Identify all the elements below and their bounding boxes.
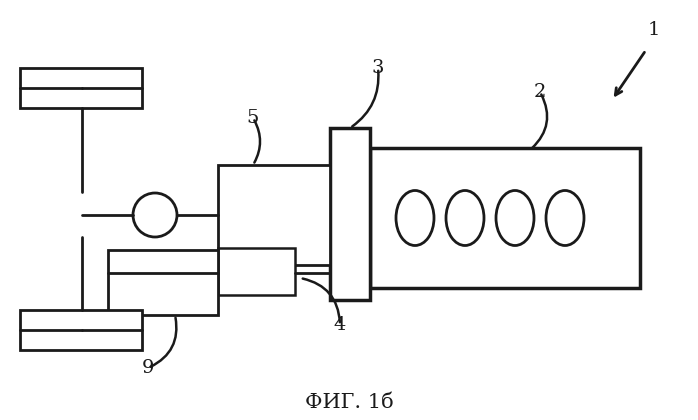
Text: 9: 9 [142, 359, 154, 377]
Bar [20, 68, 142, 108]
Text: 1: 1 [648, 21, 660, 39]
Ellipse shape [396, 191, 434, 246]
Text: 5: 5 [247, 109, 259, 127]
Text: 3: 3 [372, 59, 385, 77]
Text: 2: 2 [534, 83, 547, 101]
Ellipse shape [446, 191, 484, 246]
Bar [330, 128, 370, 300]
Text: 4: 4 [334, 316, 346, 334]
Bar [218, 248, 295, 295]
Text: ФИГ. 1б: ФИГ. 1б [305, 393, 393, 412]
Bar [108, 250, 218, 315]
Ellipse shape [496, 191, 534, 246]
Bar [218, 165, 330, 265]
Circle shape [133, 193, 177, 237]
Bar [20, 310, 142, 350]
Ellipse shape [546, 191, 584, 246]
Bar [370, 148, 640, 288]
